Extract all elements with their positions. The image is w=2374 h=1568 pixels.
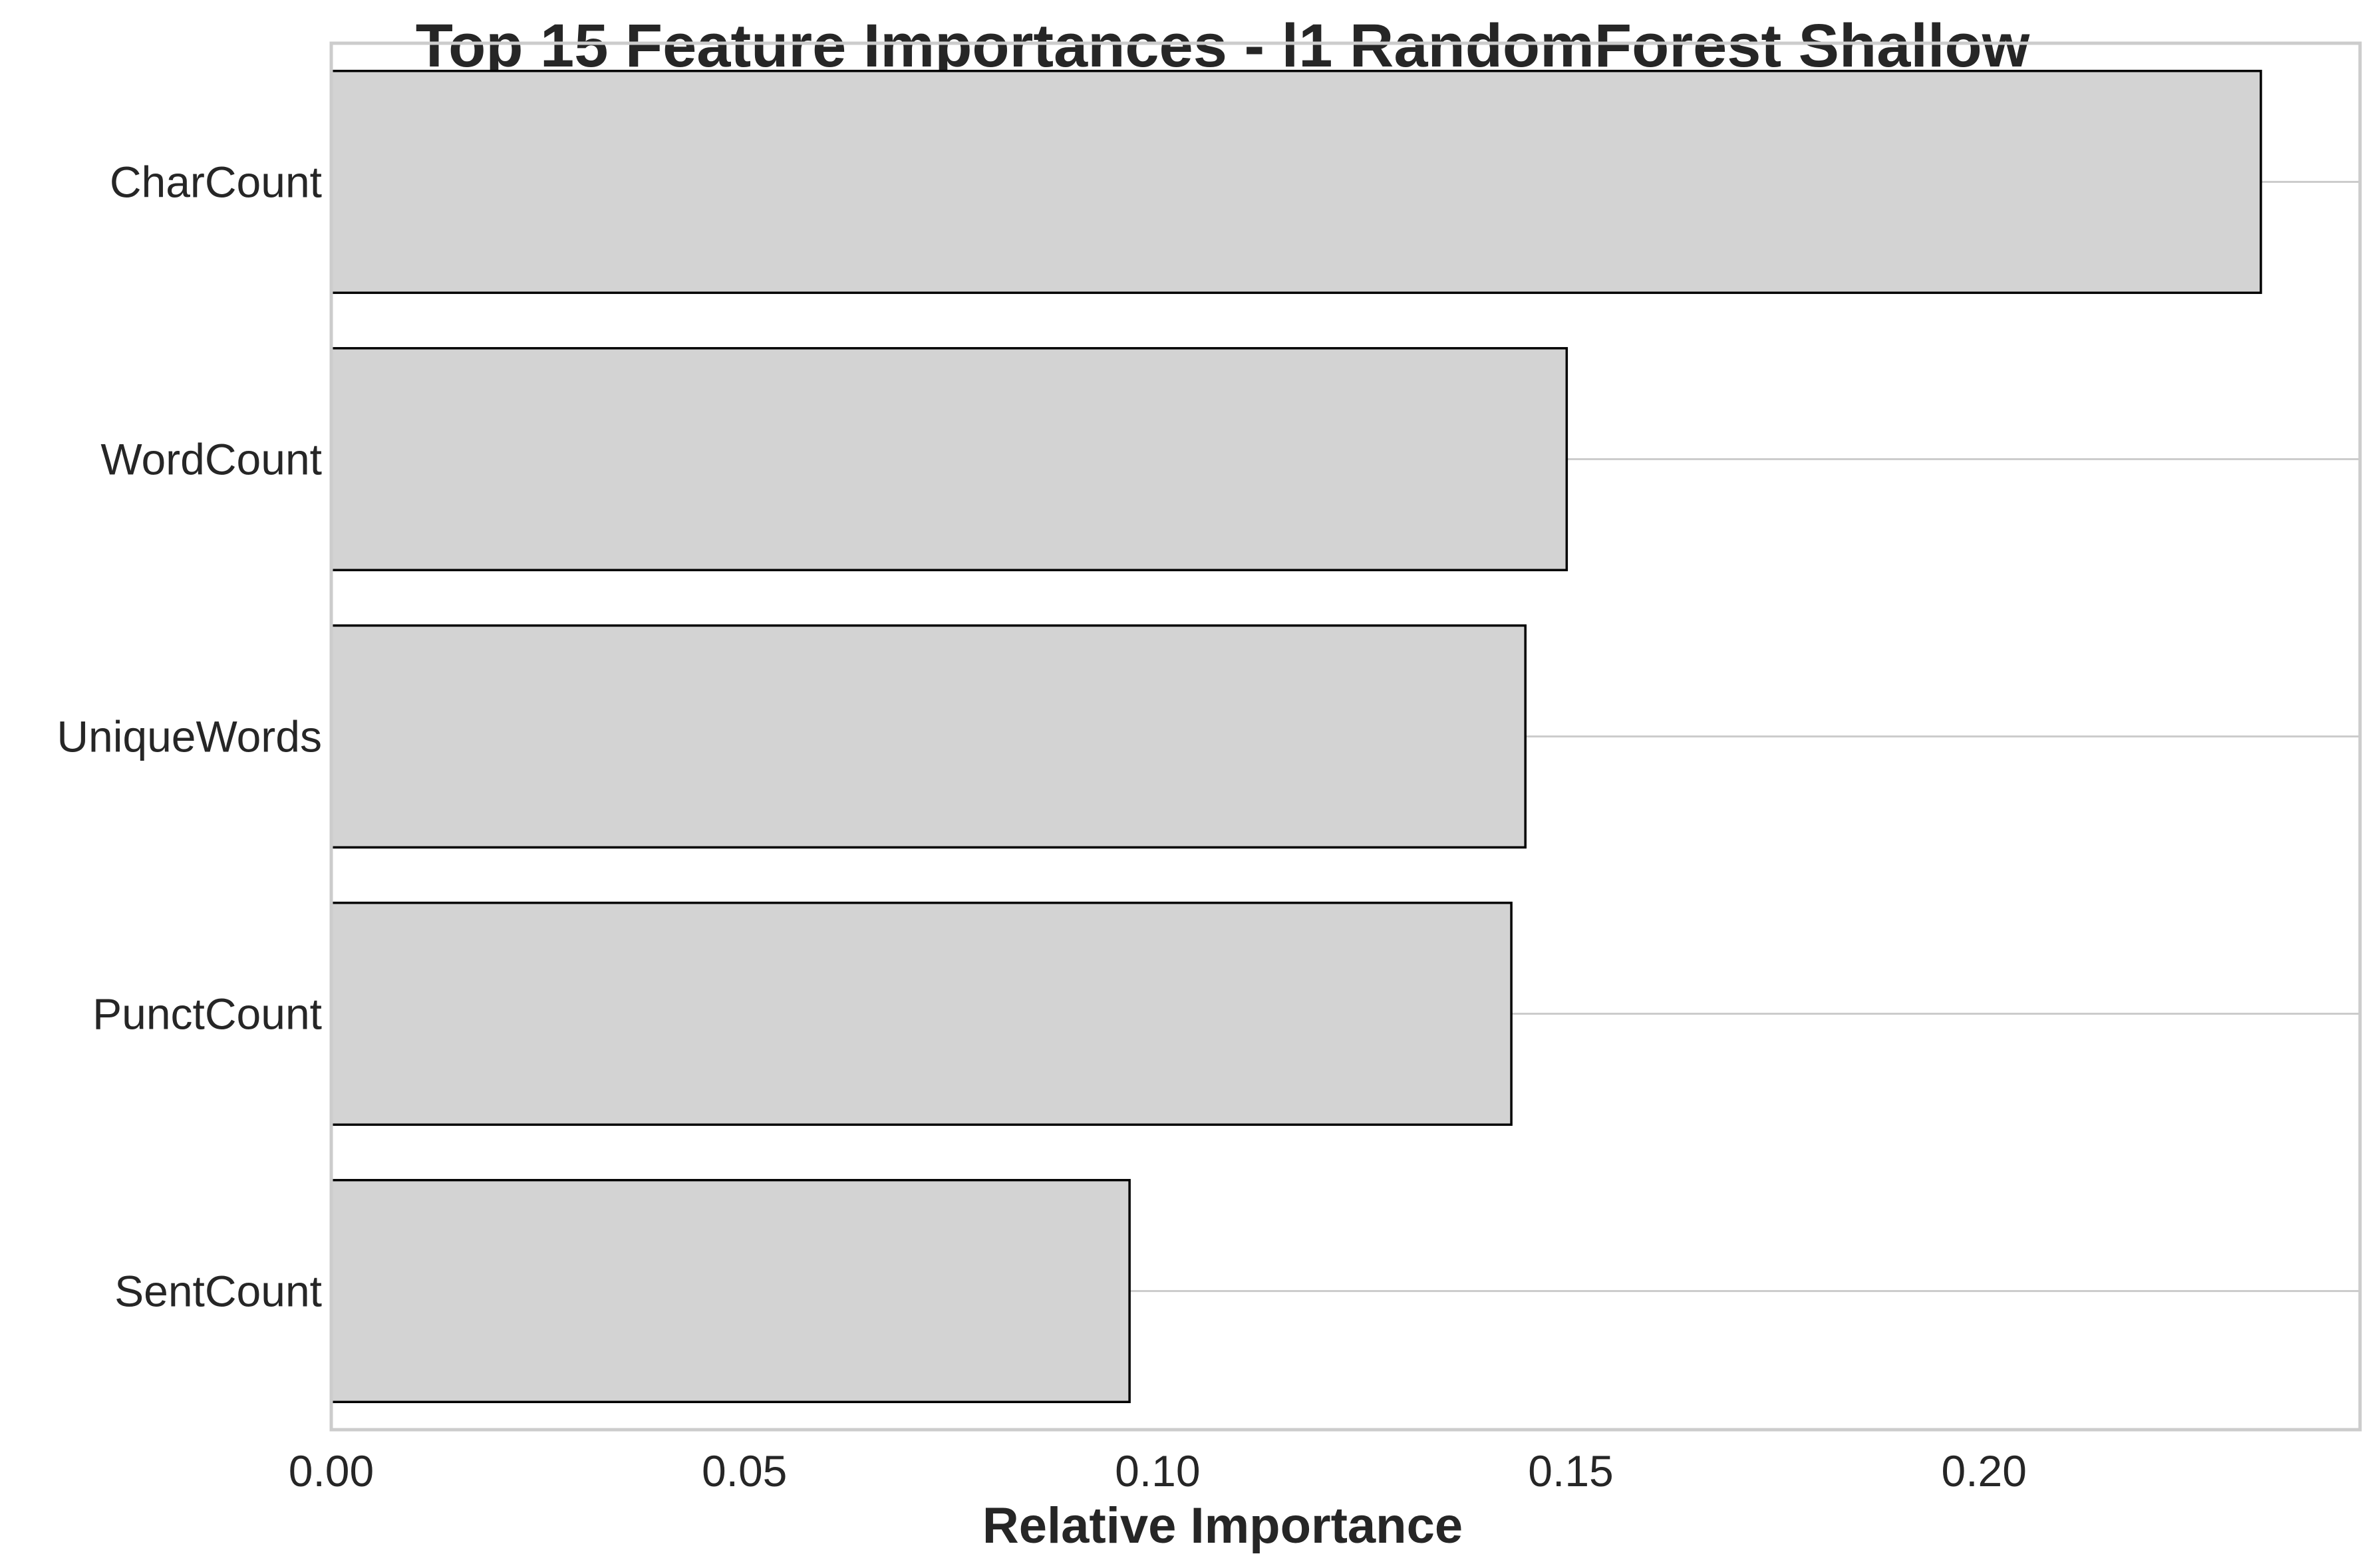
y-tick-label: SentCount bbox=[114, 1267, 322, 1316]
plot-frame bbox=[329, 41, 2362, 1432]
x-tick-label: 0.00 bbox=[289, 1446, 374, 1496]
bar-uniquewords bbox=[330, 624, 1527, 849]
y-tick-label: WordCount bbox=[100, 435, 322, 484]
bar-punctcount bbox=[330, 901, 1513, 1126]
x-tick-label: 0.10 bbox=[1115, 1446, 1200, 1496]
x-tick-labels: 0.00 0.05 0.10 0.15 0.20 bbox=[289, 1446, 2027, 1496]
x-tick-label: 0.05 bbox=[702, 1446, 787, 1496]
x-axis-label: Relative Importance bbox=[982, 1498, 1463, 1554]
y-tick-label: UniqueWords bbox=[57, 712, 322, 761]
y-tick-labels: CharCount WordCount UniqueWords PunctCount S… bbox=[57, 158, 322, 1316]
bar-sentcount bbox=[330, 1178, 1131, 1404]
bar-charcount bbox=[330, 69, 2262, 295]
chart-title: Top 15 Feature Importances - l1 RandomFo… bbox=[416, 12, 2030, 80]
x-tick-label: 0.20 bbox=[1941, 1446, 2026, 1496]
bar-wordcount bbox=[330, 346, 1568, 572]
y-tick-label: PunctCount bbox=[92, 989, 322, 1039]
bars bbox=[330, 69, 2262, 1404]
x-tick-label: 0.15 bbox=[1528, 1446, 1613, 1496]
y-tick-label: CharCount bbox=[110, 158, 322, 207]
